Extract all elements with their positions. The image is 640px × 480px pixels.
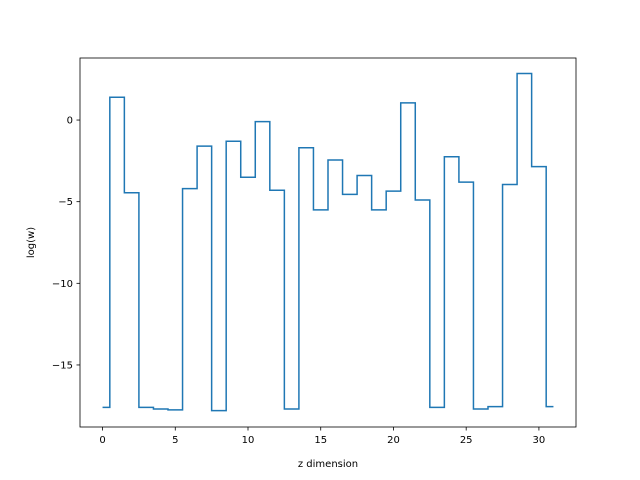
y-tick-label: −5 — [58, 197, 73, 208]
y-tick-label: −10 — [52, 279, 73, 290]
x-tick-label: 20 — [387, 435, 400, 446]
x-axis-label: z dimension — [298, 459, 358, 470]
x-tick-label: 15 — [314, 435, 327, 446]
series-layer — [102, 72, 554, 412]
x-tick-label: 30 — [533, 435, 546, 446]
x-tick-label: 0 — [99, 435, 105, 446]
y-tick-label: −15 — [52, 360, 73, 371]
plot-area — [80, 58, 576, 427]
y-axis-label: log(w) — [26, 227, 37, 258]
x-tick-label: 10 — [242, 435, 255, 446]
series-line — [102, 72, 554, 412]
x-tick-label: 25 — [460, 435, 473, 446]
y-tick-label: 0 — [67, 116, 73, 127]
plot-frame — [79, 57, 577, 428]
y-axis-ticks: 0 −5 −10 −15 — [52, 116, 80, 371]
x-axis-ticks: 0 5 10 15 20 25 30 — [99, 427, 545, 446]
x-tick-label: 5 — [172, 435, 178, 446]
